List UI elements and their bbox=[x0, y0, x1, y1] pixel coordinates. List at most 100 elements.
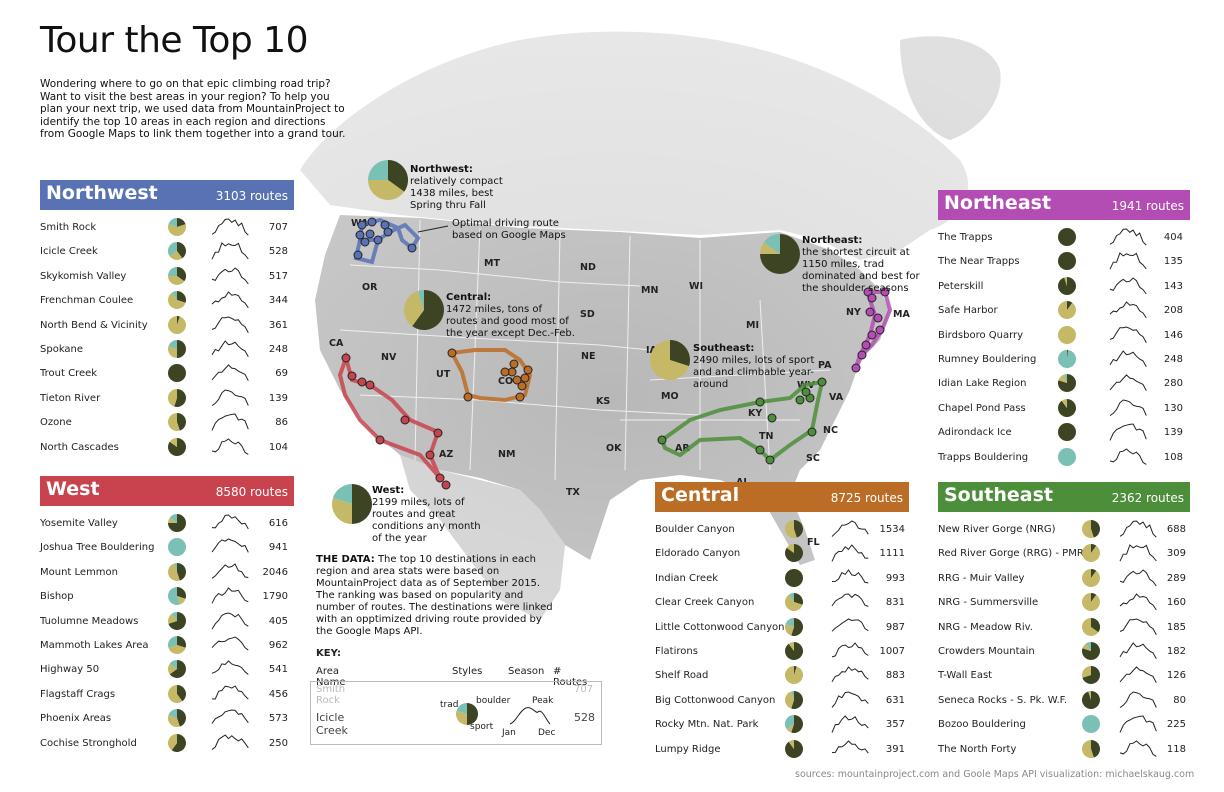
area-name: Joshua Tree Bouldering bbox=[40, 542, 155, 554]
area-name: Flatirons bbox=[655, 645, 698, 657]
key-col-area: Area Name bbox=[316, 666, 346, 688]
sparkline-path bbox=[1119, 642, 1157, 659]
pie-slice bbox=[177, 596, 186, 605]
area-name: Adirondack Ice bbox=[938, 427, 1012, 439]
pie-slice bbox=[1058, 252, 1076, 271]
sparkline-path bbox=[1109, 301, 1147, 319]
state-label-ne: NE bbox=[581, 351, 596, 362]
key-sparkline bbox=[509, 707, 551, 725]
pie-slice bbox=[174, 388, 186, 407]
state-label-ca: CA bbox=[329, 338, 344, 349]
sparkline-path bbox=[831, 544, 869, 562]
pie-slice bbox=[1067, 301, 1073, 311]
pie-slice bbox=[1061, 398, 1067, 408]
area-name: Bishop bbox=[40, 591, 74, 603]
area-name: Red River Gorge (RRG) - PMRP bbox=[938, 548, 1090, 560]
state-label-sd: SD bbox=[580, 309, 595, 320]
pie-slice bbox=[794, 666, 797, 676]
panel-header-northeast: Northeast 1941 routes bbox=[938, 190, 1190, 220]
area-name: Bozoo Bouldering bbox=[938, 719, 1026, 731]
area-name: Trapps Bouldering bbox=[938, 451, 1029, 463]
pie-slice bbox=[785, 715, 794, 730]
callout-route-note: Optimal driving route based on Google Ma… bbox=[452, 218, 566, 241]
panel-title: Northeast bbox=[944, 192, 1052, 214]
season-sparkline bbox=[1109, 326, 1147, 343]
key-peak-label: Peak bbox=[532, 696, 554, 706]
callout-west-head: West: bbox=[372, 485, 405, 496]
sparkline-path bbox=[211, 538, 249, 554]
season-sparkline bbox=[211, 587, 249, 604]
pie-slice bbox=[168, 315, 186, 334]
state-label-pa: PA bbox=[818, 360, 832, 371]
key-jan-label: Jan bbox=[502, 728, 516, 738]
season-sparkline bbox=[211, 538, 249, 554]
season-sparkline bbox=[831, 568, 869, 584]
sparkline-path bbox=[211, 733, 249, 750]
season-sparkline bbox=[831, 593, 869, 608]
styles-pie bbox=[785, 715, 803, 734]
styles-pie bbox=[1058, 325, 1076, 344]
pie-slice bbox=[1091, 568, 1097, 578]
styles-pie bbox=[1058, 374, 1076, 393]
pie-slice bbox=[785, 691, 794, 709]
styles-pie bbox=[168, 611, 186, 630]
area-name: Eldorado Canyon bbox=[655, 548, 741, 560]
season-sparkline bbox=[1119, 569, 1157, 587]
pie-slice bbox=[171, 611, 177, 621]
pie-slice bbox=[169, 660, 186, 679]
route-count: 616 bbox=[268, 518, 288, 529]
season-sparkline bbox=[211, 514, 249, 530]
styles-pie bbox=[785, 520, 803, 538]
pie-slice bbox=[168, 218, 177, 227]
callout-northwest: Northwest: relatively compact 1438 miles,… bbox=[410, 164, 520, 212]
list-item: Flagstaff Crags 456 bbox=[40, 683, 294, 707]
callout-west: West: 2199 miles, lots of routes and grea… bbox=[372, 485, 492, 545]
key-box bbox=[310, 681, 602, 745]
route-count: 185 bbox=[1166, 621, 1186, 633]
pie-slice bbox=[791, 690, 794, 700]
callout-northwest-body: relatively compact 1438 miles, best Spri… bbox=[410, 176, 503, 211]
route-count: 688 bbox=[1166, 524, 1186, 535]
area-name: Mammoth Lakes Area bbox=[40, 639, 149, 651]
pie-slice bbox=[177, 562, 186, 581]
route-count: 1111 bbox=[879, 548, 905, 560]
pie-slice bbox=[1058, 228, 1076, 246]
pie-slice bbox=[412, 290, 444, 330]
styles-pie bbox=[168, 413, 186, 432]
season-sparkline bbox=[1109, 423, 1147, 441]
area-name: Tieton River bbox=[40, 392, 101, 404]
area-name: RRG - Muir Valley bbox=[938, 572, 1025, 584]
styles-pie bbox=[785, 617, 803, 636]
styles-pie bbox=[168, 315, 186, 334]
state-label-sc: SC bbox=[806, 453, 820, 464]
pie-slice bbox=[168, 733, 177, 750]
season-sparkline bbox=[831, 520, 869, 537]
season-sparkline bbox=[211, 685, 249, 700]
season-sparkline bbox=[1109, 447, 1147, 465]
area-name: Tuolumne Meadows bbox=[40, 615, 139, 627]
route-count: 248 bbox=[1163, 353, 1183, 365]
callout-pie-west bbox=[332, 484, 372, 524]
styles-pie bbox=[168, 266, 186, 285]
pie-slice bbox=[168, 715, 180, 728]
area-name: The North Forty bbox=[938, 743, 1017, 755]
pie-slice bbox=[794, 593, 803, 605]
pie-slice bbox=[168, 346, 177, 358]
styles-pie bbox=[168, 562, 186, 581]
panel-total-routes: 8580 routes bbox=[215, 485, 288, 499]
sparkline-path bbox=[211, 316, 249, 333]
key-pie bbox=[456, 703, 478, 725]
route-count: 883 bbox=[885, 670, 905, 682]
pie-slice bbox=[168, 664, 177, 675]
route-count: 135 bbox=[1163, 256, 1183, 268]
sparkline-path bbox=[831, 739, 869, 753]
season-sparkline bbox=[211, 612, 249, 629]
season-sparkline bbox=[211, 733, 249, 750]
route-count: 280 bbox=[1163, 378, 1183, 390]
pie-slice bbox=[760, 242, 780, 254]
state-label-nm: NM bbox=[498, 449, 516, 460]
area-name: Crowders Mountain bbox=[938, 645, 1035, 657]
sparkline-path bbox=[831, 568, 869, 584]
state-label-nv: NV bbox=[381, 352, 397, 363]
callout-northeast-body: the shortest circuit at 1150 miles, trad… bbox=[802, 247, 920, 294]
